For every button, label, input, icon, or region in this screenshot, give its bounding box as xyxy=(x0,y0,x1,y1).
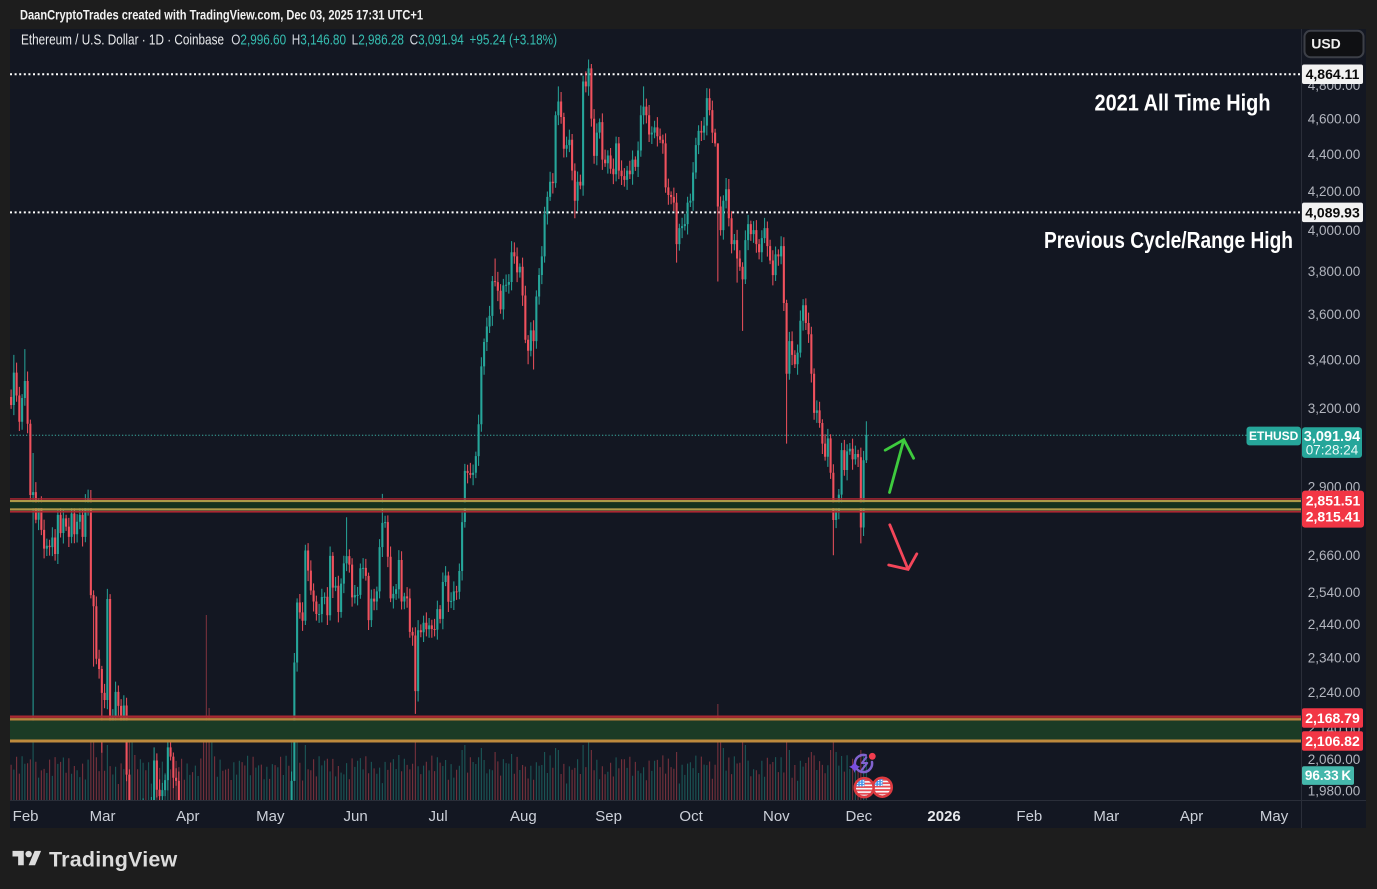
svg-text:2,340.00: 2,340.00 xyxy=(1308,650,1361,665)
svg-text:3,800.00: 3,800.00 xyxy=(1308,264,1361,279)
svg-text:2,060.00: 2,060.00 xyxy=(1308,752,1361,767)
svg-text:Mar: Mar xyxy=(1093,808,1119,825)
svg-text:2021 All Time High: 2021 All Time High xyxy=(1095,90,1271,116)
svg-text:Apr: Apr xyxy=(176,808,199,825)
svg-text:4,600.00: 4,600.00 xyxy=(1308,112,1361,127)
svg-text:Jul: Jul xyxy=(429,808,448,825)
svg-text:DaanCryptoTrades created with: DaanCryptoTrades created with TradingVie… xyxy=(20,8,423,23)
svg-text:2,168.79: 2,168.79 xyxy=(1305,710,1360,726)
svg-text:3,200.00: 3,200.00 xyxy=(1308,401,1361,416)
svg-text:2,540.00: 2,540.00 xyxy=(1308,585,1361,600)
svg-text:Feb: Feb xyxy=(1016,808,1042,825)
svg-text:3,091.94: 3,091.94 xyxy=(1304,429,1360,445)
svg-text:Dec: Dec xyxy=(846,808,873,825)
svg-text:07:28:24: 07:28:24 xyxy=(1306,443,1359,458)
svg-text:Nov: Nov xyxy=(763,808,790,825)
svg-text:Feb: Feb xyxy=(13,808,39,825)
svg-text:Jun: Jun xyxy=(344,808,368,825)
svg-text:2,106.82: 2,106.82 xyxy=(1305,733,1360,749)
svg-text:Apr: Apr xyxy=(1180,808,1203,825)
svg-text:2,440.00: 2,440.00 xyxy=(1308,617,1361,632)
svg-text:2,815.41: 2,815.41 xyxy=(1306,509,1361,525)
svg-text:2026: 2026 xyxy=(927,808,960,825)
svg-text:4,089.93: 4,089.93 xyxy=(1305,204,1360,220)
svg-text:ETHUSD: ETHUSD xyxy=(1249,429,1299,443)
svg-text:May: May xyxy=(1260,808,1289,825)
svg-text:4,864.11: 4,864.11 xyxy=(1306,66,1360,82)
svg-text:1,980.00: 1,980.00 xyxy=(1308,784,1361,799)
svg-text:Previous Cycle/Range High: Previous Cycle/Range High xyxy=(1044,227,1293,253)
svg-text:4,200.00: 4,200.00 xyxy=(1308,184,1361,199)
svg-text:May: May xyxy=(256,808,285,825)
svg-text:USD: USD xyxy=(1311,36,1341,52)
svg-text:3,400.00: 3,400.00 xyxy=(1308,353,1361,368)
svg-text:3,600.00: 3,600.00 xyxy=(1308,307,1361,322)
svg-text:2,240.00: 2,240.00 xyxy=(1308,685,1361,700)
svg-text:4,000.00: 4,000.00 xyxy=(1308,223,1361,238)
svg-text:2,851.51: 2,851.51 xyxy=(1306,493,1361,509)
svg-text:2,660.00: 2,660.00 xyxy=(1308,548,1361,563)
svg-text:Oct: Oct xyxy=(679,808,703,825)
svg-text:96.33 K: 96.33 K xyxy=(1305,768,1351,783)
svg-text:TradingView: TradingView xyxy=(49,848,178,872)
svg-text:4,400.00: 4,400.00 xyxy=(1308,147,1361,162)
svg-text:Sep: Sep xyxy=(595,808,622,825)
svg-text:Mar: Mar xyxy=(90,808,116,825)
svg-text:Aug: Aug xyxy=(510,808,537,825)
